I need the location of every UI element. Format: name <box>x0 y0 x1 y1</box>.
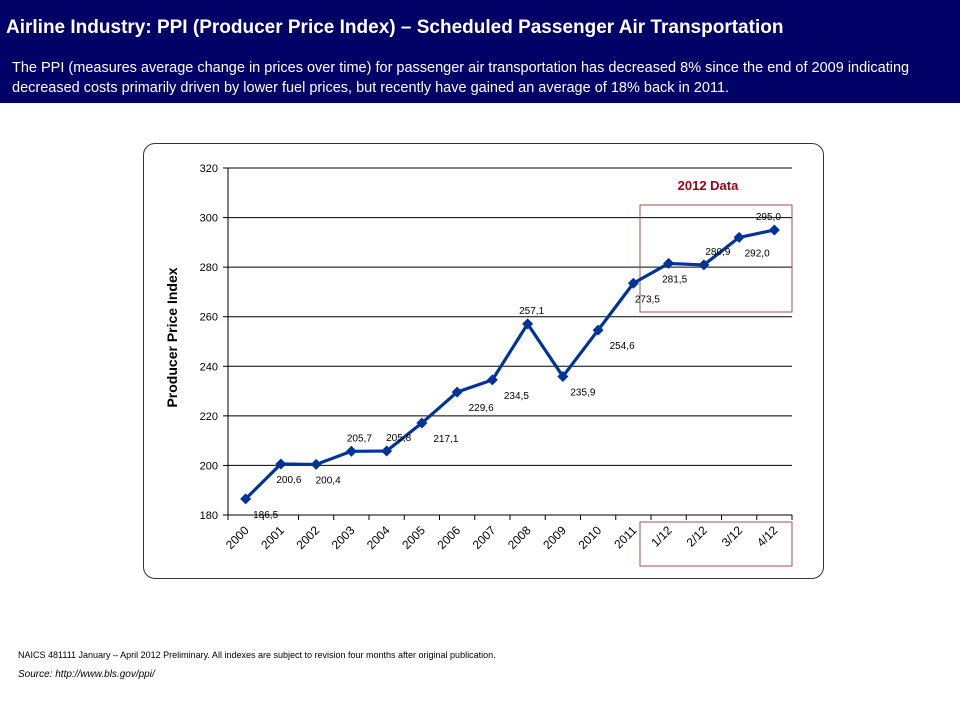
annotation-box-2012-axis <box>639 521 793 567</box>
x-tick-label-0: 2000 <box>223 523 252 552</box>
y-tick-label-6: 300 <box>200 213 218 225</box>
data-point-4 <box>381 445 393 457</box>
footnote: NAICS 481111 January – April 2012 Prelim… <box>18 650 496 660</box>
y-tick-label-2: 220 <box>200 411 218 423</box>
data-label-3: 205,7 <box>347 433 372 444</box>
data-label-11: 273,5 <box>635 294 660 305</box>
y-tick-label-5: 280 <box>200 262 218 274</box>
annotation-box-2012 <box>639 204 793 313</box>
data-point-8 <box>522 318 534 330</box>
x-tick-label-10: 2010 <box>575 523 604 552</box>
data-label-6: 229,6 <box>469 403 494 414</box>
x-tick-label-9: 2009 <box>540 523 569 552</box>
y-tick-label-1: 200 <box>200 460 218 472</box>
x-tick-label-14: 3/12 <box>719 523 746 550</box>
data-point-12 <box>663 257 675 269</box>
x-tick-label-13: 2/12 <box>684 523 711 550</box>
data-point-14 <box>733 231 745 243</box>
series-line-0 <box>244 228 775 501</box>
page-title: Airline Industry: PPI (Producer Price In… <box>6 17 784 38</box>
data-label-4: 205,8 <box>386 433 411 444</box>
x-tick-label-2: 2002 <box>293 523 322 552</box>
x-tick-label-11: 2011 <box>611 523 639 551</box>
y-axis-title: Producer Price Index <box>164 267 180 407</box>
data-point-0 <box>240 493 252 505</box>
y-tick-label-3: 240 <box>200 361 218 373</box>
page-subtitle: The PPI (measures average change in pric… <box>12 60 910 96</box>
y-tick-label-7: 320 <box>200 163 218 175</box>
x-tick-label-12: 1/12 <box>648 523 675 550</box>
annotation-label-2012: 2012 Data <box>678 178 739 193</box>
data-point-9 <box>557 370 569 382</box>
y-tick-label-4: 260 <box>200 312 218 324</box>
x-tick-label-6: 2006 <box>434 523 463 552</box>
data-point-3 <box>345 445 357 457</box>
data-point-2 <box>310 458 322 470</box>
x-tick-label-3: 2003 <box>329 523 358 552</box>
data-point-10 <box>592 324 604 336</box>
data-label-5: 217,1 <box>433 434 458 445</box>
data-label-15: 295,0 <box>756 212 781 223</box>
x-tick-label-7: 2007 <box>470 523 499 552</box>
data-point-15 <box>768 224 780 236</box>
chart-frame <box>143 143 824 579</box>
data-label-8: 257,1 <box>519 306 544 317</box>
data-point-1 <box>275 458 287 470</box>
data-label-14: 292,0 <box>745 248 770 259</box>
data-point-6 <box>451 386 463 398</box>
data-label-10: 254,6 <box>610 341 635 352</box>
x-tick-label-8: 2008 <box>505 523 534 552</box>
x-tick-label-5: 2005 <box>399 523 428 552</box>
data-label-9: 235,9 <box>570 387 595 398</box>
data-point-7 <box>486 374 498 386</box>
source-note: Source: http://www.bls.gov/ppi/ <box>18 669 155 680</box>
data-label-12: 281,5 <box>662 274 687 285</box>
x-tick-label-15: 4/12 <box>754 523 781 550</box>
x-tick-label-4: 2004 <box>364 523 393 552</box>
data-label-1: 200,6 <box>276 475 301 486</box>
x-tick-label-1: 2001 <box>258 523 287 552</box>
data-label-2: 200,4 <box>316 475 341 486</box>
data-point-11 <box>627 277 639 289</box>
data-label-0: 186,5 <box>253 510 278 521</box>
data-point-5 <box>416 417 428 429</box>
header-banner: Airline Industry: PPI (Producer Price In… <box>0 0 960 103</box>
y-tick-label-0: 180 <box>200 510 218 522</box>
data-label-13: 280,9 <box>705 247 730 258</box>
data-label-7: 234,5 <box>504 391 529 402</box>
data-point-13 <box>698 259 710 271</box>
